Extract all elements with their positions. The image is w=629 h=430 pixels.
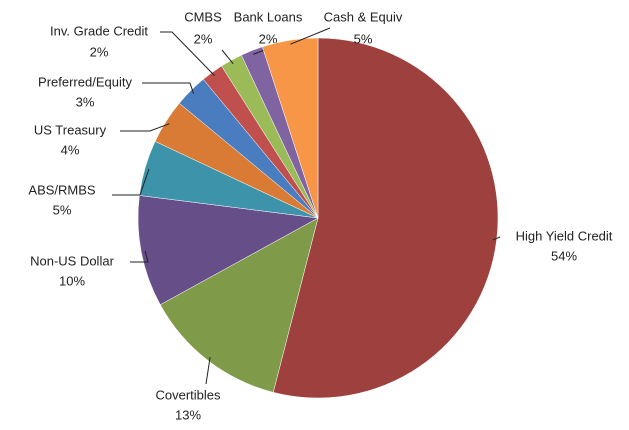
slice-label: ABS/RMBS <box>28 182 96 197</box>
leader-line <box>112 168 150 196</box>
slice-value-label: 54% <box>551 248 577 263</box>
slice-value-label: 10% <box>59 273 85 288</box>
slice-label: US Treasury <box>34 122 107 137</box>
slice-label: CMBS <box>184 9 222 24</box>
slice-value-label: 4% <box>61 142 80 157</box>
slice-value-label: 2% <box>259 31 278 46</box>
slice-label: Non-US Dollar <box>30 253 114 268</box>
leader-line <box>221 49 234 65</box>
pie-slice <box>272 37 499 399</box>
slice-value-label: 3% <box>76 94 95 109</box>
pie-slice <box>159 217 319 393</box>
leader-line <box>130 250 149 263</box>
slice-value-label: 2% <box>194 31 213 46</box>
slice-label: High Yield Credit <box>516 228 613 243</box>
leader-line <box>160 31 215 76</box>
leader-line <box>120 123 170 132</box>
leader-line <box>205 356 211 385</box>
slice-label: Preferred/Equity <box>38 74 132 89</box>
leader-line <box>492 236 501 241</box>
slice-value-label: 5% <box>354 31 373 46</box>
slice-label: Inv. Grade Credit <box>50 23 148 38</box>
slice-value-label: 13% <box>175 407 201 422</box>
slice-value-label: 2% <box>90 44 109 59</box>
slice-label: Bank Loans <box>234 9 303 24</box>
leader-line <box>290 27 331 45</box>
pie-slice <box>137 195 319 306</box>
slice-value-label: 5% <box>53 202 72 217</box>
slice-label: Cash & Equiv <box>324 9 403 24</box>
pie-slice <box>262 37 319 219</box>
slice-label: Covertibles <box>155 387 221 402</box>
leader-line <box>142 82 195 94</box>
